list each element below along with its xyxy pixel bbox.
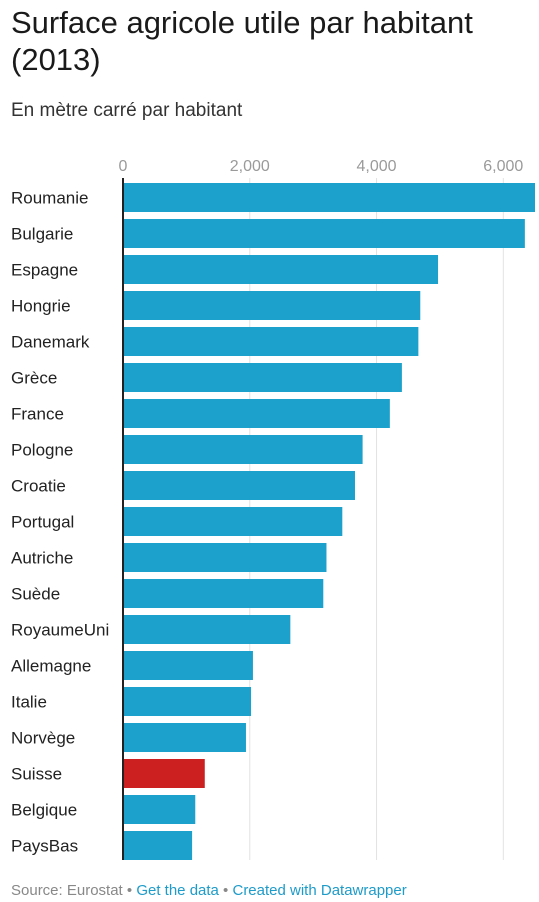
bar-allemagne — [123, 651, 253, 680]
category-label: Allemagne — [11, 657, 91, 676]
bar-danemark — [123, 327, 419, 356]
bar-bulgarie — [123, 219, 525, 248]
bar-grèce — [123, 363, 402, 392]
bar-royaumeuni — [123, 615, 291, 644]
bar-portugal — [123, 507, 343, 536]
bar-suisse — [123, 759, 205, 788]
bar-espagne — [123, 255, 439, 284]
category-label: Suisse — [11, 765, 62, 784]
x-tick-label: 2,000 — [230, 158, 270, 175]
category-label: France — [11, 405, 64, 424]
footer-separator: • — [122, 882, 137, 899]
bar-chart: 0 2,000 4,000 6,000 Roumanie Bulgarie Espagne… — [11, 158, 535, 860]
category-label: Norvège — [11, 729, 75, 748]
category-label: RoyaumeUni — [11, 621, 109, 640]
category-label: Portugal — [11, 513, 74, 532]
category-label: Grèce — [11, 369, 57, 388]
datawrapper-link[interactable]: Created with Datawrapper — [232, 882, 407, 899]
bar-suède — [123, 579, 324, 608]
category-label: Roumanie — [11, 189, 89, 208]
bar-roumanie — [123, 183, 535, 212]
category-labels: Roumanie Bulgarie Espagne Hongrie Danemark Gr… — [11, 189, 109, 856]
bar-france — [123, 399, 390, 428]
get-data-link[interactable]: Get the data — [136, 882, 219, 899]
bar-pologne — [123, 435, 363, 464]
bar-norvège — [123, 723, 246, 752]
bar-italie — [123, 687, 252, 716]
bars — [123, 183, 535, 860]
x-tick-label: 4,000 — [357, 158, 397, 175]
bar-autriche — [123, 543, 327, 572]
chart-title: Surface agricole utile par habitant (201… — [11, 5, 473, 77]
category-label: Suède — [11, 585, 60, 604]
category-label: PaysBas — [11, 837, 78, 856]
bar-paysbas — [123, 831, 193, 860]
x-tick-label: 6,000 — [483, 158, 523, 175]
category-label: Bulgarie — [11, 225, 73, 244]
category-label: Croatie — [11, 477, 66, 496]
x-tick-label: 0 — [119, 158, 128, 175]
category-label: Autriche — [11, 549, 73, 568]
category-label: Belgique — [11, 801, 77, 820]
bar-croatie — [123, 471, 355, 500]
bar-belgique — [123, 795, 196, 824]
category-label: Espagne — [11, 261, 78, 280]
bar-hongrie — [123, 291, 421, 320]
category-label: Danemark — [11, 333, 90, 352]
category-label: Pologne — [11, 441, 73, 460]
x-axis-ticks: 0 2,000 4,000 6,000 — [119, 158, 524, 175]
source-text: Source: Eurostat — [11, 882, 123, 899]
footer: Source: Eurostat • Get the data • Create… — [11, 882, 407, 899]
footer-separator: • — [218, 882, 233, 899]
category-label: Italie — [11, 693, 47, 712]
category-label: Hongrie — [11, 297, 71, 316]
chart-subtitle: En mètre carré par habitant — [11, 100, 243, 121]
